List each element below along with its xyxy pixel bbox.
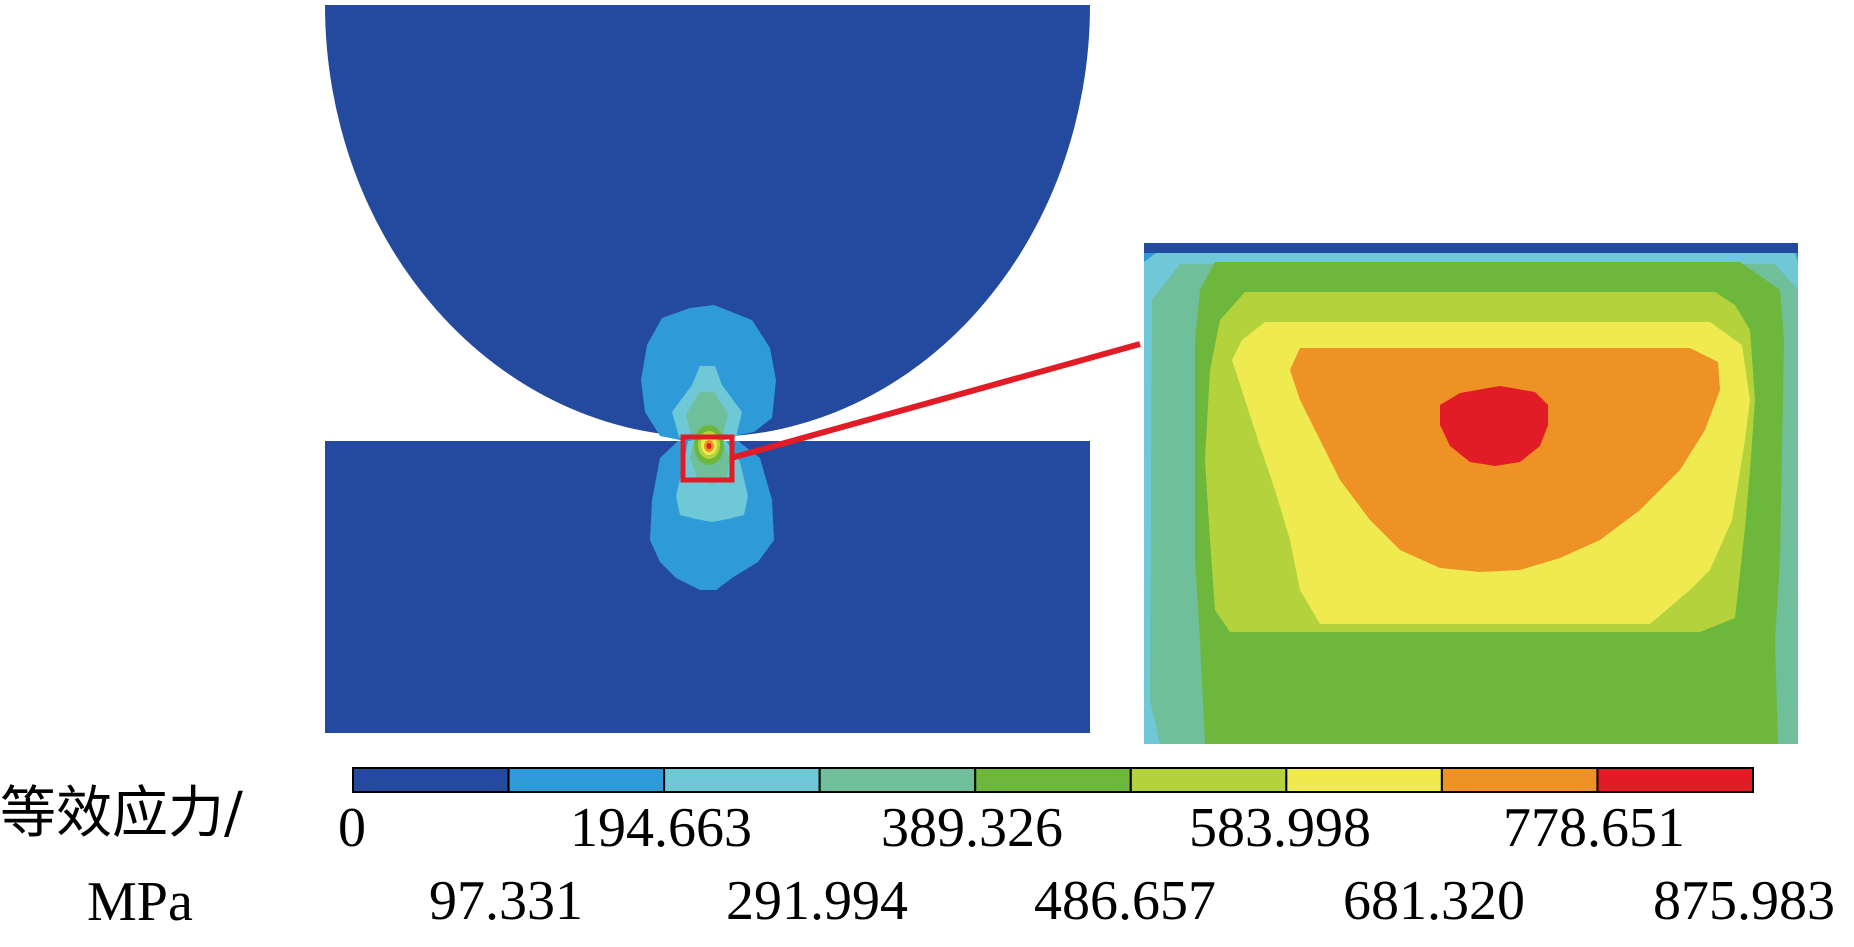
- legend-tick-label: 97.331: [429, 870, 583, 932]
- legend-tick-label: 486.657: [1034, 870, 1216, 932]
- legend-tick-label: 778.651: [1503, 797, 1685, 859]
- legend-tick-label: 875.983: [1653, 870, 1835, 932]
- legend-color-segment: [1440, 767, 1599, 793]
- legend-color-segment: [818, 767, 977, 793]
- contact-hotspot: [694, 425, 724, 465]
- legend-unit: MPa: [87, 871, 193, 933]
- zoom-inset: [1144, 243, 1798, 744]
- legend-tick-label: 583.998: [1189, 797, 1371, 859]
- legend-tick-label: 291.994: [726, 870, 908, 932]
- legend-color-segment: [1129, 767, 1288, 793]
- legend-color-segment: [507, 767, 666, 793]
- upper-stress-lobe: [641, 305, 776, 442]
- upper-roller-body: [325, 5, 1090, 437]
- legend-tick-label: 0: [338, 797, 366, 859]
- zoom-leader-line: [730, 341, 1141, 461]
- legend-tick-label: 681.320: [1343, 870, 1525, 932]
- legend-color-segment: [1285, 767, 1443, 793]
- legend-title: 等效应力/: [0, 781, 243, 846]
- legend-color-bar: [352, 767, 1755, 793]
- legend-tick-label: 194.663: [570, 797, 752, 859]
- legend-color-segment: [974, 767, 1132, 793]
- legend-color-segment: [663, 767, 821, 793]
- legend-color-segment: [352, 767, 510, 793]
- legend-color-segment: [1596, 767, 1755, 793]
- legend-tick-label: 389.326: [881, 797, 1063, 859]
